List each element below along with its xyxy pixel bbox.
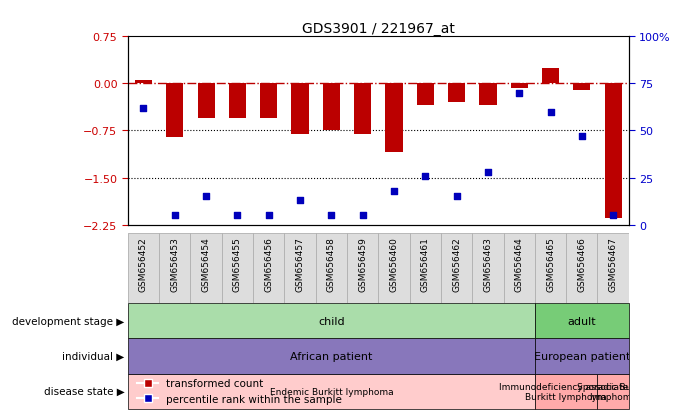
- Text: European patient: European patient: [533, 351, 630, 361]
- Text: Immunodeficiency associated
Burkitt lymphoma: Immunodeficiency associated Burkitt lymp…: [499, 382, 634, 401]
- Text: GSM656460: GSM656460: [390, 237, 399, 292]
- Bar: [511, 84, 528, 89]
- Text: GSM656453: GSM656453: [170, 237, 179, 292]
- Bar: [198, 84, 215, 119]
- Bar: [410, 233, 441, 304]
- Bar: [386, 84, 403, 153]
- Bar: [448, 84, 465, 103]
- Text: disease state ▶: disease state ▶: [44, 386, 124, 396]
- Bar: [417, 84, 434, 106]
- Text: adult: adult: [567, 316, 596, 326]
- Bar: [316, 233, 347, 304]
- Bar: [167, 84, 183, 138]
- Title: GDS3901 / 221967_at: GDS3901 / 221967_at: [302, 22, 455, 36]
- Point: [263, 212, 274, 219]
- Bar: [598, 374, 629, 409]
- Bar: [480, 84, 497, 106]
- Bar: [542, 69, 559, 84]
- Bar: [504, 233, 535, 304]
- Bar: [605, 84, 622, 219]
- Text: GSM656457: GSM656457: [296, 237, 305, 292]
- Bar: [229, 84, 246, 119]
- Bar: [128, 339, 535, 374]
- Point: [419, 173, 430, 180]
- Text: GSM656454: GSM656454: [202, 237, 211, 292]
- Text: development stage ▶: development stage ▶: [12, 316, 124, 326]
- Bar: [379, 233, 410, 304]
- Bar: [323, 84, 340, 131]
- Text: GSM656465: GSM656465: [546, 237, 555, 292]
- Text: GSM656467: GSM656467: [609, 237, 618, 292]
- Text: GSM656466: GSM656466: [578, 237, 587, 292]
- Bar: [292, 84, 309, 134]
- Bar: [159, 233, 191, 304]
- Bar: [128, 374, 535, 409]
- Point: [513, 90, 524, 97]
- Bar: [128, 233, 159, 304]
- Text: GSM656463: GSM656463: [484, 237, 493, 292]
- Point: [200, 194, 211, 200]
- Text: GSM656458: GSM656458: [327, 237, 336, 292]
- Bar: [535, 304, 629, 339]
- Bar: [222, 233, 253, 304]
- Bar: [253, 233, 285, 304]
- Bar: [191, 233, 222, 304]
- Bar: [472, 233, 504, 304]
- Text: individual ▶: individual ▶: [62, 351, 124, 361]
- Legend: transformed count, percentile rank within the sample: transformed count, percentile rank withi…: [133, 374, 346, 408]
- Point: [451, 194, 462, 200]
- Text: GSM656462: GSM656462: [452, 237, 461, 292]
- Text: GSM656464: GSM656464: [515, 237, 524, 292]
- Bar: [441, 233, 472, 304]
- Text: child: child: [318, 316, 345, 326]
- Point: [169, 212, 180, 219]
- Bar: [260, 84, 277, 119]
- Text: Sporadic Burkitt
lymphoma: Sporadic Burkitt lymphoma: [576, 382, 650, 401]
- Point: [326, 212, 337, 219]
- Text: GSM656461: GSM656461: [421, 237, 430, 292]
- Point: [138, 105, 149, 112]
- Bar: [135, 81, 152, 84]
- Bar: [535, 374, 598, 409]
- Bar: [566, 233, 598, 304]
- Bar: [598, 233, 629, 304]
- Point: [232, 212, 243, 219]
- Point: [607, 212, 618, 219]
- Bar: [347, 233, 379, 304]
- Bar: [535, 233, 566, 304]
- Bar: [535, 339, 629, 374]
- Bar: [574, 84, 590, 90]
- Point: [576, 133, 587, 140]
- Point: [357, 212, 368, 219]
- Text: GSM656459: GSM656459: [358, 237, 367, 292]
- Point: [388, 188, 399, 195]
- Text: GSM656452: GSM656452: [139, 237, 148, 292]
- Bar: [354, 84, 371, 134]
- Point: [294, 197, 305, 204]
- Text: African patient: African patient: [290, 351, 372, 361]
- Text: Endemic Burkitt lymphoma: Endemic Burkitt lymphoma: [269, 387, 393, 396]
- Point: [545, 109, 556, 116]
- Point: [482, 169, 493, 176]
- Text: GSM656455: GSM656455: [233, 237, 242, 292]
- Bar: [285, 233, 316, 304]
- Bar: [128, 304, 535, 339]
- Text: GSM656456: GSM656456: [264, 237, 273, 292]
